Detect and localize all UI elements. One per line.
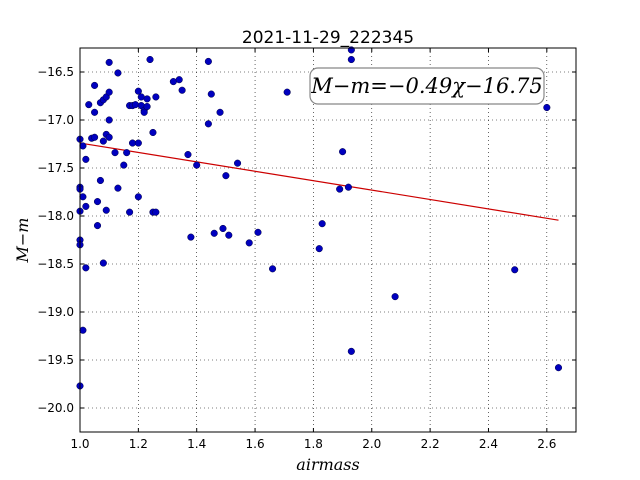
data-point — [105, 58, 113, 66]
y-tick-label: −18.0 — [37, 209, 74, 223]
y-tick-label: −17.5 — [37, 161, 74, 175]
y-axis-label: M−m — [13, 218, 32, 264]
data-point — [245, 239, 253, 247]
data-point — [269, 265, 277, 273]
data-point — [105, 116, 113, 124]
data-point — [152, 93, 160, 101]
axis-ticks: 1.0 1.2 1.4 1.6 1.8 2.0 2.2 2.4 2.6 −16.5 −17.0 −17… — [37, 48, 576, 451]
data-point — [79, 142, 87, 150]
data-point — [99, 259, 107, 267]
data-point — [99, 137, 107, 145]
data-point — [134, 87, 142, 95]
plot-frame — [79, 47, 577, 433]
data-point — [146, 55, 154, 64]
data-point — [222, 172, 230, 180]
x-tick-label: 2.2 — [421, 437, 440, 451]
fit-annotation-box: M−m=−0.49χ−16.75 — [309, 67, 545, 105]
y-tick-label: −18.5 — [37, 257, 74, 271]
data-point — [140, 108, 148, 116]
data-point — [391, 293, 399, 301]
fit-line-layer — [79, 142, 559, 221]
chart-title: 2021-11-29_222345 — [242, 28, 414, 48]
y-tick-label: −17.0 — [37, 113, 74, 127]
data-point — [126, 208, 134, 216]
data-point — [175, 76, 183, 84]
data-point — [318, 220, 326, 228]
data-point — [554, 364, 563, 372]
data-point — [339, 148, 347, 156]
data-point — [85, 101, 93, 109]
x-tick-label: 1.0 — [70, 437, 89, 451]
fit-line — [79, 142, 559, 221]
data-point — [82, 202, 90, 210]
data-point — [91, 108, 99, 116]
data-point — [120, 161, 128, 169]
data-point — [134, 139, 142, 147]
data-point — [143, 103, 151, 111]
data-point — [111, 149, 119, 157]
data-points — [76, 46, 563, 390]
data-point — [187, 233, 195, 241]
data-point — [93, 198, 102, 206]
data-point — [105, 133, 113, 141]
grid-lines — [79, 48, 576, 432]
data-point — [152, 208, 160, 216]
data-point — [219, 224, 227, 233]
data-point — [105, 88, 113, 96]
x-tick-label: 2.6 — [537, 437, 556, 451]
data-point — [178, 86, 186, 94]
y-tick-label: −19.0 — [37, 305, 74, 319]
data-point — [134, 193, 142, 201]
y-tick-label: −19.5 — [37, 353, 74, 367]
data-point — [123, 149, 131, 157]
x-tick-label: 2.0 — [362, 437, 381, 451]
data-point — [96, 176, 104, 185]
data-point — [543, 103, 551, 112]
data-point — [283, 88, 291, 96]
x-tick-label: 1.4 — [187, 437, 206, 451]
data-point — [234, 159, 242, 167]
x-axis-label: airmass — [296, 455, 359, 474]
x-tick-label: 1.2 — [129, 437, 148, 451]
data-point — [143, 95, 151, 103]
data-point — [204, 57, 212, 65]
data-point — [344, 183, 352, 191]
data-point — [91, 133, 99, 141]
data-point — [149, 128, 157, 137]
data-point — [131, 101, 139, 109]
data-point — [315, 245, 323, 253]
x-tick-label: 1.8 — [304, 437, 323, 451]
data-point — [347, 55, 355, 64]
data-point — [347, 347, 355, 355]
data-point — [82, 155, 90, 163]
data-point — [91, 81, 99, 89]
data-point — [93, 222, 102, 230]
data-point — [184, 151, 192, 159]
y-tick-label: −16.5 — [37, 65, 74, 79]
y-tick-label: −20.0 — [37, 401, 74, 415]
data-point — [207, 90, 215, 98]
data-point — [79, 326, 87, 334]
data-point — [216, 108, 224, 116]
data-point — [102, 206, 110, 214]
data-point — [82, 264, 90, 272]
data-point — [511, 266, 519, 274]
data-point — [193, 161, 201, 169]
data-point — [210, 229, 218, 237]
data-point — [225, 231, 233, 239]
x-tick-label: 2.4 — [479, 437, 498, 451]
data-point — [204, 120, 212, 128]
data-point — [254, 228, 262, 236]
data-point — [114, 184, 122, 192]
data-point — [114, 69, 122, 77]
x-tick-label: 1.6 — [246, 437, 265, 451]
data-point — [336, 185, 344, 193]
data-point — [79, 193, 87, 201]
fit-annotation-text: M−m=−0.49χ−16.75 — [310, 74, 542, 98]
